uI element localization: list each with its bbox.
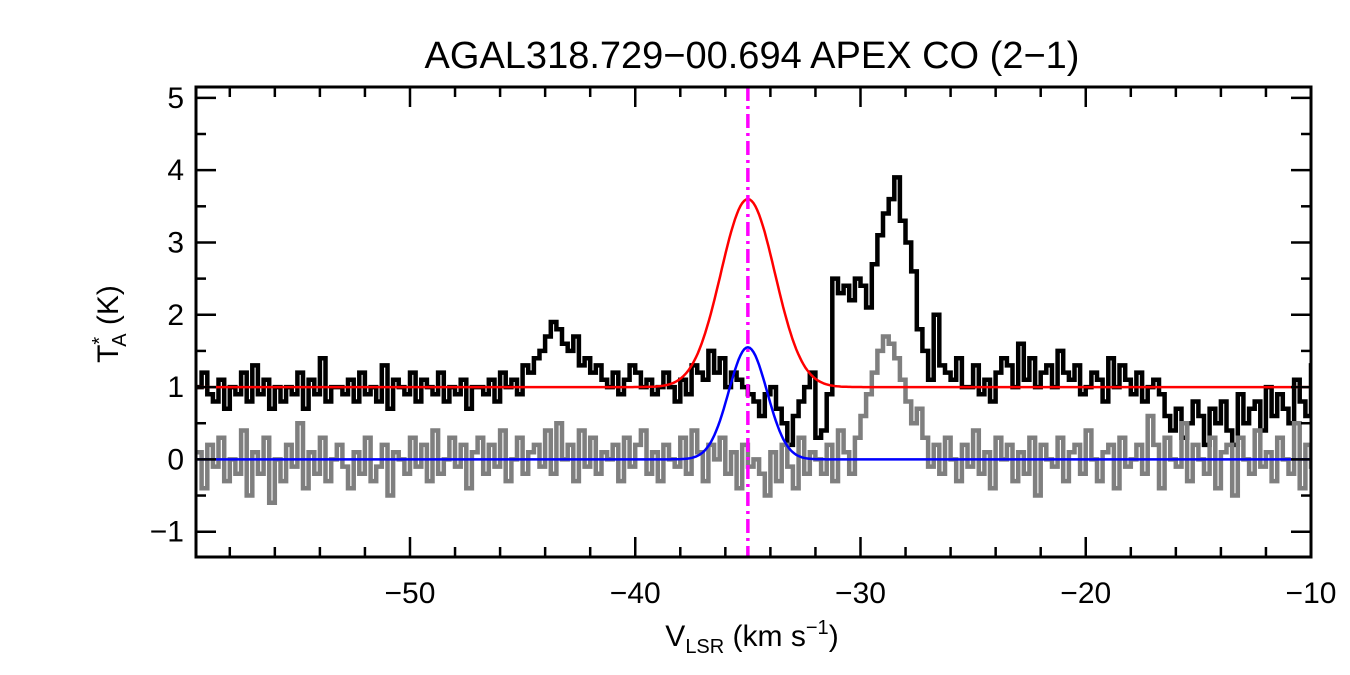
axes (194, 85, 1313, 559)
y-tick-label: 3 (167, 226, 184, 259)
y-tick-label: 2 (167, 299, 184, 332)
y-tick-label: 0 (167, 443, 184, 476)
fit-gaussian-fit-residual- (196, 345, 1311, 461)
y-tick-label: 1 (167, 371, 184, 404)
y-tick-label: 4 (167, 154, 184, 187)
x-tick-label: −20 (1060, 577, 1111, 610)
x-tick-label: −10 (1286, 577, 1337, 610)
series-observed-spectrum (196, 175, 1311, 448)
plot-frame (194, 85, 1313, 559)
y-axis-label: T*A (K) (89, 285, 131, 363)
plot-area (196, 87, 1311, 557)
x-tick-label: −50 (385, 577, 436, 610)
y-tick-label: 5 (167, 82, 184, 115)
x-axis-label: VLSR (km s−1) (665, 617, 838, 658)
fit-gaussian-fit-with-baseline- (196, 197, 1311, 389)
x-tick-label: −40 (610, 577, 661, 610)
y-tick-label: −1 (150, 516, 184, 549)
chart-title: AGAL318.729−00.694 APEX CO (2−1) (425, 35, 1080, 77)
x-tick-label: −30 (835, 577, 886, 610)
